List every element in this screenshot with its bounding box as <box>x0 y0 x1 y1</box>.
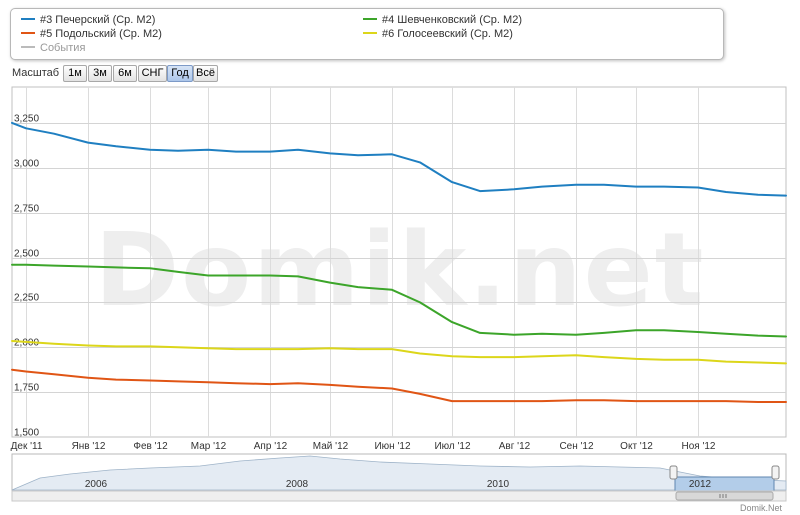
legend-label: #4 Шевченковский (Ср. М2) <box>382 14 522 26</box>
series-lines <box>11 121 787 403</box>
x-tick-label: Апр '12 <box>254 441 288 452</box>
y-tick-label: 1,750 <box>14 383 39 394</box>
legend-label: События <box>40 42 86 54</box>
y-tick-label: 2,500 <box>14 249 39 260</box>
legend-swatch <box>21 18 35 21</box>
watermark-text: Domik.net <box>94 211 705 330</box>
x-tick-label: Фев '12 <box>133 441 168 452</box>
y-tick-label: 2,750 <box>14 204 39 215</box>
x-tick-label: Май '12 <box>313 441 349 452</box>
legend-label: #5 Подольский (Ср. М2) <box>40 28 162 40</box>
scrollbar-thumb[interactable] <box>675 491 774 501</box>
navigator[interactable]: 2006 2008 2010 2012 <box>11 453 787 502</box>
horizontal-grid <box>12 123 786 393</box>
series-line-5[interactable] <box>11 368 787 403</box>
navigator-year-label: 2006 <box>85 479 108 490</box>
navigator-year-label: 2012 <box>689 479 712 490</box>
y-tick-label: 2,250 <box>14 293 39 304</box>
navigator-scrollbar[interactable] <box>11 490 787 502</box>
navigator-left-handle[interactable] <box>669 465 678 480</box>
x-tick-label: Окт '12 <box>620 441 653 452</box>
plot-area <box>11 86 787 438</box>
legend-item-shevchenkovsky[interactable]: #4 Шевченковский (Ср. М2) <box>363 14 522 27</box>
credit-text: Domik.Net <box>740 503 783 513</box>
legend-swatch <box>21 32 35 35</box>
scrollbar-grip-icon <box>719 494 727 498</box>
zoom-button-3m[interactable]: 3м <box>88 65 112 82</box>
legend-label: #3 Печерский (Ср. М2) <box>40 14 156 26</box>
legend-swatch <box>363 32 377 35</box>
navigator-year-label: 2010 <box>487 479 510 490</box>
zoom-button-year[interactable]: Год <box>167 65 193 82</box>
legend-label: #6 Голосеевский (Ср. М2) <box>382 28 513 40</box>
y-axis-ticks: 3,250 3,000 2,750 2,500 2,250 2,000 1,750 1,500 <box>14 114 39 439</box>
zoom-button-all[interactable]: Всё <box>193 65 218 82</box>
x-tick-label: Ноя '12 <box>681 441 715 452</box>
x-tick-label: Авг '12 <box>499 441 531 452</box>
series-line-3[interactable] <box>11 121 787 197</box>
x-tick-label: Мар '12 <box>191 441 227 452</box>
legend-swatch <box>363 18 377 21</box>
navigator-right-handle[interactable] <box>771 465 780 480</box>
x-tick-label: Дек '11 <box>11 441 43 452</box>
zoom-button-1m[interactable]: 1м <box>63 65 87 82</box>
legend-item-podolsky[interactable]: #5 Подольский (Ср. М2) <box>21 28 162 41</box>
legend-item-goloseevsky[interactable]: #6 Голосеевский (Ср. М2) <box>363 28 513 41</box>
legend-item-pechersky[interactable]: #3 Печерский (Ср. М2) <box>21 14 155 27</box>
x-tick-label: Сен '12 <box>559 441 594 452</box>
zoom-label: Масштаб <box>12 67 60 79</box>
legend: #3 Печерский (Ср. М2) #4 Шевченковский (… <box>10 8 724 60</box>
x-tick-label: Янв '12 <box>72 441 106 452</box>
zoom-button-6m[interactable]: 6м <box>113 65 137 82</box>
y-tick-label: 3,000 <box>14 159 39 170</box>
y-tick-label: 2,000 <box>14 338 39 349</box>
x-tick-label: Июн '12 <box>374 441 410 452</box>
legend-item-events[interactable]: События <box>21 42 85 55</box>
y-tick-label: 1,500 <box>14 428 39 439</box>
x-axis-ticks: Дек '11 Янв '12 Фев '12 Мар '12 Апр '12 Май '… <box>11 441 716 452</box>
y-tick-label: 3,250 <box>14 114 39 125</box>
navigator-year-label: 2008 <box>286 479 309 490</box>
series-line-4[interactable] <box>11 263 787 338</box>
legend-swatch <box>21 46 35 49</box>
x-tick-label: Июл '12 <box>434 441 471 452</box>
series-line-6[interactable] <box>11 340 787 365</box>
zoom-button-ytd[interactable]: СНГ <box>138 65 167 82</box>
vertical-grid <box>26 87 699 437</box>
